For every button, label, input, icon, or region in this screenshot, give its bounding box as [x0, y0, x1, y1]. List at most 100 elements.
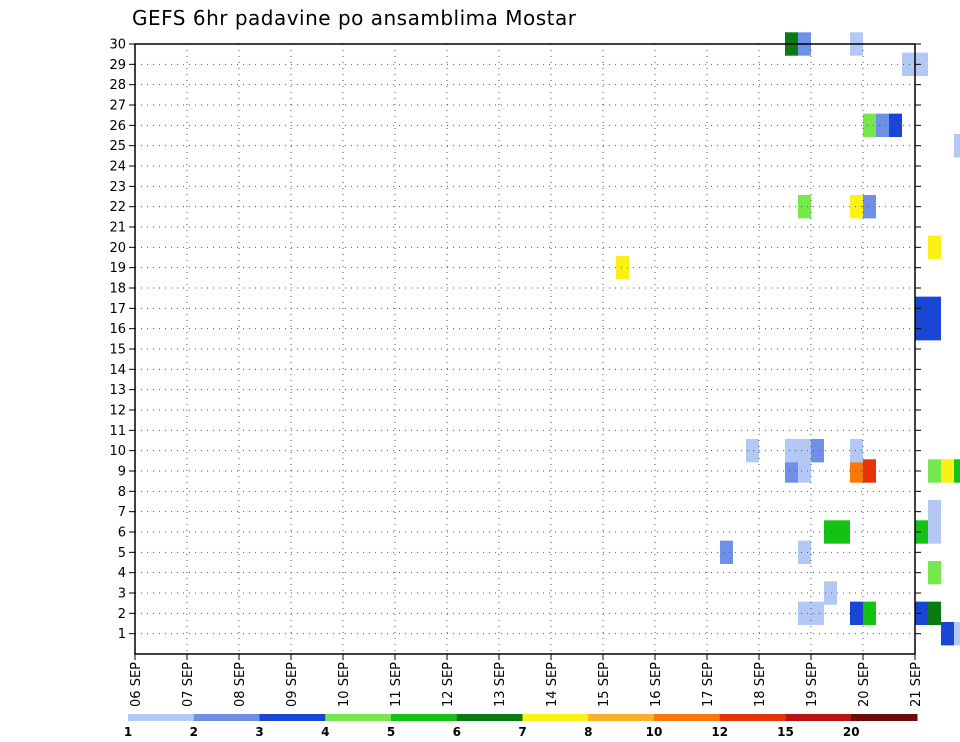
grid-lines: [135, 44, 915, 654]
colorbar-segment: [391, 714, 458, 721]
heatmap-cell: [928, 520, 941, 544]
colorbar-label: 1: [124, 725, 132, 739]
x-tick-label: 11 SEP: [389, 662, 404, 707]
y-tick-label: 22: [109, 200, 126, 215]
x-axis-ticks: 06 SEP 07 SEP 08 SEP 09 SEP 10 SEP 11 SEP 12 S…: [129, 654, 924, 707]
heatmap-cell: [928, 235, 941, 260]
colorbar-label: 5: [387, 725, 395, 739]
y-tick-label: 17: [109, 302, 126, 317]
x-tick-label: 13 SEP: [493, 662, 508, 707]
heatmap-cell: [863, 194, 876, 219]
x-tick-label: 14 SEP: [545, 662, 560, 707]
colorbar-segment: [128, 714, 195, 721]
heatmap-cell: [720, 540, 733, 565]
heatmap-cell: [850, 459, 863, 483]
heatmap-cell: [798, 540, 811, 565]
heatmap-cell: [954, 459, 960, 483]
heatmap-cell: [915, 520, 928, 544]
y-tick-label: 19: [109, 261, 126, 276]
colorbar-segment: [259, 714, 326, 721]
y-tick-label: 20: [109, 241, 126, 256]
x-tick-label: 19 SEP: [805, 662, 820, 707]
heatmap-cell: [915, 316, 941, 341]
colorbar-segment: [588, 714, 655, 721]
y-tick-label: 30: [109, 38, 126, 53]
x-tick-label: 07 SEP: [181, 662, 196, 707]
heatmap-cell: [850, 438, 863, 463]
colorbar-segment: [325, 714, 392, 721]
colorbar-segment: [654, 714, 721, 721]
y-tick-label: 9: [118, 465, 126, 480]
x-tick-label: 08 SEP: [233, 662, 248, 707]
y-tick-label: 29: [109, 58, 126, 73]
y-tick-label: 15: [109, 343, 126, 358]
chart-title: GEFS 6hr padavine po ansamblima Mostar: [132, 6, 577, 30]
heatmap-cell: [941, 621, 954, 646]
x-tick-label: 16 SEP: [649, 662, 664, 707]
heatmap-cell: [811, 438, 824, 463]
y-tick-label: 24: [109, 160, 126, 175]
heatmap-cell: [889, 113, 902, 138]
heatmap-cell: [915, 601, 928, 626]
heatmap-cell: [954, 133, 960, 158]
y-tick-label: 2: [118, 607, 126, 622]
heatmap-cell: [876, 113, 889, 138]
heatmap-cell: [941, 459, 954, 483]
colorbar-segment: [522, 714, 589, 721]
y-tick-label: 23: [109, 180, 126, 195]
y-tick-label: 8: [118, 485, 126, 500]
y-tick-label: 14: [109, 363, 126, 378]
y-tick-label: 7: [118, 505, 126, 520]
colorbar-label: 10: [646, 725, 663, 739]
y-tick-label: 6: [118, 526, 126, 541]
colorbar-label: 6: [453, 725, 461, 739]
heatmap-cell: [954, 621, 960, 646]
heatmap-cell: [850, 601, 863, 626]
heatmap-cell: [850, 194, 863, 219]
y-tick-label: 4: [118, 566, 126, 581]
heatmap-cell: [798, 601, 824, 626]
heatmap-cell: [824, 581, 837, 605]
y-tick-label: 5: [118, 546, 126, 561]
colorbar-segment: [851, 714, 918, 721]
y-tick-label: 1: [118, 627, 126, 642]
y-axis-ticks: 1234567891011121314151617181920212223242…: [109, 38, 921, 642]
y-tick-label: 16: [109, 322, 126, 337]
x-tick-label: 12 SEP: [441, 662, 456, 707]
heatmap-cell: [928, 560, 941, 585]
heatmap-cell: [928, 459, 941, 483]
heatmap-cell: [798, 459, 811, 483]
x-tick-label: 09 SEP: [285, 662, 300, 707]
heatmap-cell: [915, 296, 941, 321]
heatmap-cell: [863, 459, 876, 483]
colorbar-label: 12: [711, 725, 728, 739]
y-tick-label: 11: [109, 424, 126, 439]
heatmap-cell: [616, 255, 629, 280]
heatmap-cell: [928, 499, 941, 524]
x-tick-label: 21 SEP: [909, 662, 924, 707]
heatmap-cell: [863, 601, 876, 626]
colorbar-label: 2: [190, 725, 198, 739]
colorbar-label: 7: [518, 725, 526, 739]
y-tick-label: 3: [118, 587, 126, 602]
heatmap-cell: [785, 438, 811, 463]
y-tick-label: 18: [109, 282, 126, 297]
colorbar-label: 20: [843, 725, 860, 739]
colorbar-segment: [785, 714, 852, 721]
x-tick-label: 18 SEP: [753, 662, 768, 707]
y-tick-label: 21: [109, 221, 126, 236]
heatmap-cell: [746, 438, 759, 463]
y-tick-label: 10: [109, 444, 126, 459]
colorbar-label: 8: [584, 725, 592, 739]
colorbar-segment: [193, 714, 260, 721]
heatmap-cell: [928, 601, 941, 626]
y-tick-label: 13: [109, 383, 126, 398]
heatmap-cell: [785, 459, 798, 483]
x-tick-label: 06 SEP: [129, 662, 144, 707]
heatmap-cell: [798, 194, 811, 219]
heatmap-cells: [616, 32, 960, 646]
x-tick-label: 17 SEP: [701, 662, 716, 707]
colorbar-segment: [719, 714, 786, 721]
